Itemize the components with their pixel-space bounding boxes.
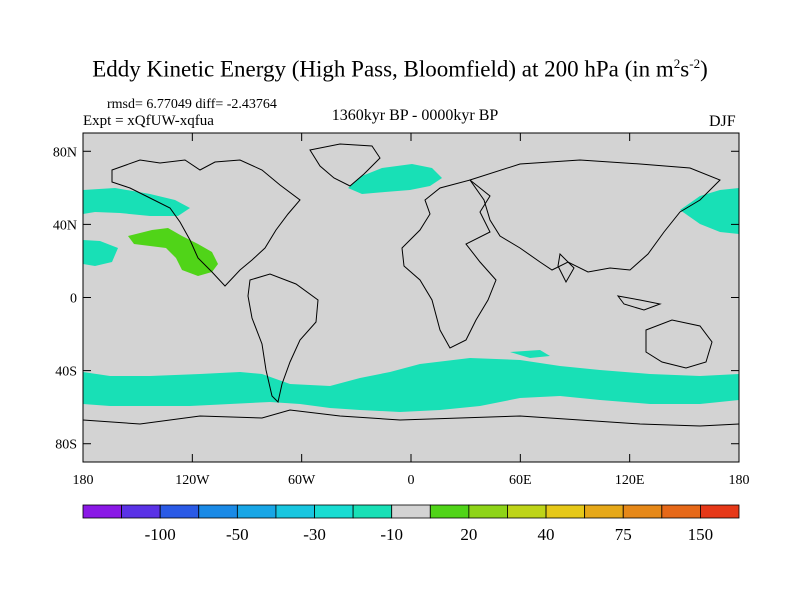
colorbar-swatch	[584, 504, 624, 519]
colorbar-swatch	[314, 504, 354, 519]
x-tick-label: 180	[729, 473, 750, 488]
colorbar-swatch	[391, 504, 431, 519]
y-tick-label: 0	[70, 292, 77, 307]
experiment-label: Expt = xQfUW-xqfua	[83, 113, 214, 129]
colorbar-label: -10	[380, 525, 403, 544]
colorbar-swatch	[468, 504, 508, 519]
colorbar-swatch	[275, 504, 315, 519]
contour-region-nw-pacific	[680, 188, 739, 234]
y-tick-label: 80N	[53, 145, 77, 160]
coastline-greenland	[309, 143, 381, 187]
season-label: DJF	[709, 113, 736, 130]
page-title: Eddy Kinetic Energy (High Pass, Bloomfie…	[92, 56, 708, 82]
colorbar-label: 150	[688, 525, 714, 544]
colorbar-swatch	[159, 504, 200, 519]
coastline-india	[557, 252, 575, 284]
colorbar-swatch	[82, 504, 122, 519]
colorbar-swatch	[507, 504, 547, 519]
colorbar-label: 75	[615, 525, 632, 544]
x-tick-label: 0	[408, 473, 415, 488]
colorbar-label: -50	[226, 525, 249, 544]
x-axis: 180 120W 60W 0 60E 120E 180	[73, 133, 750, 488]
x-tick-label: 120W	[175, 473, 210, 488]
colorbar-swatch	[352, 504, 393, 519]
coastline-indonesia	[616, 295, 662, 311]
coastline-asia	[469, 159, 721, 273]
colorbar-swatch	[236, 504, 277, 519]
y-tick-label: 40N	[53, 218, 77, 233]
coastline-australia	[645, 319, 713, 369]
contour-region-north-pacific	[83, 188, 190, 216]
stats-label: rmsd= 6.77049 diff= -2.43764	[107, 97, 277, 112]
colorbar: -100 -50 -30 -10 20 40 75 150	[82, 504, 740, 544]
coastline-antarctica	[83, 409, 739, 427]
colorbar-swatch	[661, 504, 701, 519]
coastlines	[83, 143, 739, 427]
period-label: 1360kyr BP - 0000kyr BP	[331, 107, 499, 124]
x-tick-label: 120E	[615, 473, 645, 488]
coastline-south-america	[247, 273, 319, 403]
colorbar-label: 20	[460, 525, 477, 544]
contour-region-north-pacific-band2	[83, 240, 118, 266]
contour-fills	[83, 164, 739, 412]
colorbar-swatch	[545, 504, 586, 519]
colorbar-swatch	[198, 504, 238, 519]
coastline-europe-africa	[401, 179, 497, 349]
y-axis: 80N 40N 0 40S 80S	[53, 145, 739, 453]
colorbar-label: 40	[538, 525, 555, 544]
coastline-north-america	[111, 159, 301, 287]
y-tick-label: 80S	[55, 438, 77, 453]
x-tick-label: 60W	[288, 473, 316, 488]
colorbar-label: -30	[303, 525, 326, 544]
colorbar-swatch	[700, 504, 740, 519]
contour-region-southern-ocean	[83, 358, 739, 412]
colorbar-swatch	[121, 504, 161, 519]
colorbar-swatch	[429, 504, 470, 519]
x-tick-label: 60E	[509, 473, 532, 488]
contour-region-southern-ocean-patch	[510, 350, 550, 358]
x-tick-label: 180	[73, 473, 94, 488]
y-tick-label: 40S	[55, 365, 77, 380]
colorbar-swatch	[622, 504, 663, 519]
contour-region-ne-pacific-positive	[128, 228, 218, 276]
contour-region-north-atlantic	[348, 164, 442, 194]
colorbar-label: -100	[145, 525, 176, 544]
